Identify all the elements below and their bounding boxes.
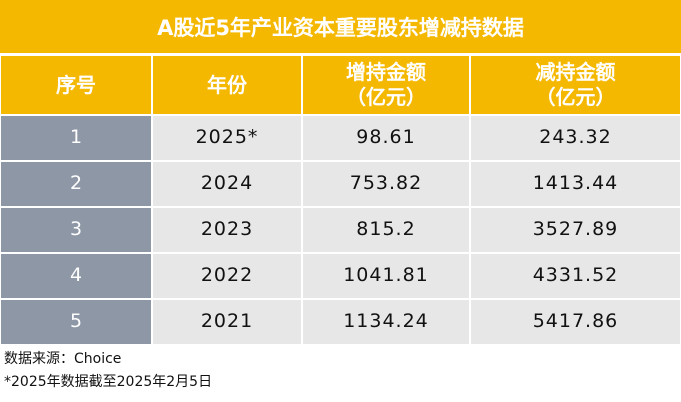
row-index: 4	[0, 253, 152, 299]
table-cell: 2021	[152, 299, 302, 345]
row-index: 2	[0, 161, 152, 207]
table-cell: 2024	[152, 161, 302, 207]
table-cell: 753.82	[302, 161, 470, 207]
column-header: 年份	[152, 55, 302, 115]
table-cell: 3527.89	[470, 207, 681, 253]
table-cell: 815.2	[302, 207, 470, 253]
column-header: 增持金额 （亿元）	[302, 55, 470, 115]
footnote: 数据来源：Choice	[4, 351, 122, 367]
footnote: *2025年数据截至2025年2月5日	[4, 374, 213, 390]
column-header: 序号	[0, 55, 152, 115]
row-index: 1	[0, 115, 152, 161]
table-cell: 2023	[152, 207, 302, 253]
table-cell: 98.61	[302, 115, 470, 161]
table-cell: 243.32	[470, 115, 681, 161]
footer: 数据来源：Choice *2025年数据截至2025年2月5日	[4, 348, 212, 394]
table-cell: 4331.52	[470, 253, 681, 299]
table-cell: 1134.24	[302, 299, 470, 345]
row-index: 3	[0, 207, 152, 253]
title: A股近5年产业资本重要股东增减持数据	[0, 0, 681, 55]
table-cell: 5417.86	[470, 299, 681, 345]
column-header: 减持金额 （亿元）	[470, 55, 681, 115]
table: 序号 年份 增持金额 （亿元） 减持金额 （亿元） 1 2025* 98.61 243.32 2…	[0, 55, 681, 345]
row-index: 5	[0, 299, 152, 345]
table-cell: 2025*	[152, 115, 302, 161]
table-cell: 1041.81	[302, 253, 470, 299]
table-cell: 1413.44	[470, 161, 681, 207]
table-cell: 2022	[152, 253, 302, 299]
